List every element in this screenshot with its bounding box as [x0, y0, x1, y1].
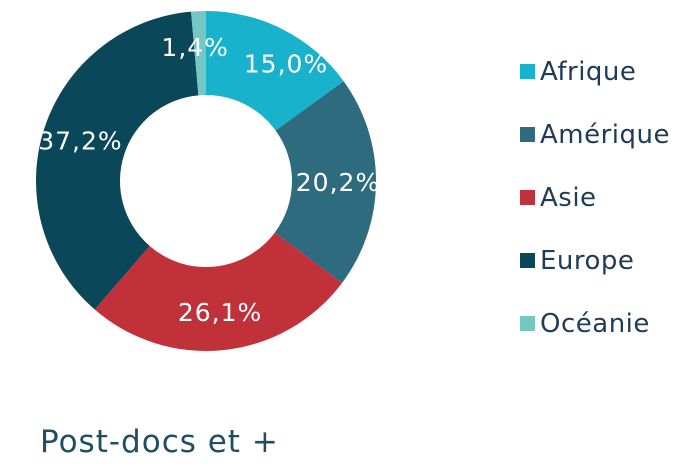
slice-label-europe: 37,2% [38, 126, 122, 155]
legend-label-asie: Asie [540, 183, 597, 213]
legend-swatch-océanie [520, 316, 535, 331]
slice-label-amérique: 20,2% [296, 168, 380, 197]
slice-asie [94, 232, 343, 352]
legend-label-amérique: Amérique [540, 120, 670, 150]
slice-océanie [191, 11, 206, 96]
chart-title: Post-docs et + [40, 424, 279, 460]
slice-afrique [206, 11, 344, 131]
legend-swatch-asie [520, 190, 535, 205]
legend-swatch-europe [520, 253, 535, 268]
legend-label-afrique: Afrique [540, 57, 636, 87]
slice-label-asie: 26,1% [178, 298, 262, 327]
slice-labels: 15,0% 20,2% 26,1% 37,2% 1,4% [38, 33, 380, 327]
legend-swatch-amérique [520, 127, 535, 142]
slice-europe [35, 11, 199, 310]
donut-slices [35, 11, 376, 352]
legend-label-océanie: Océanie [540, 309, 650, 339]
slice-label-océanie: 1,4% [161, 33, 229, 62]
legend-label-europe: Europe [540, 246, 634, 276]
legend: Afrique Amérique Asie Europe Océanie [520, 57, 670, 339]
slice-label-afrique: 15,0% [244, 49, 328, 78]
slice-amérique [274, 81, 376, 283]
legend-swatch-afrique [520, 64, 535, 79]
